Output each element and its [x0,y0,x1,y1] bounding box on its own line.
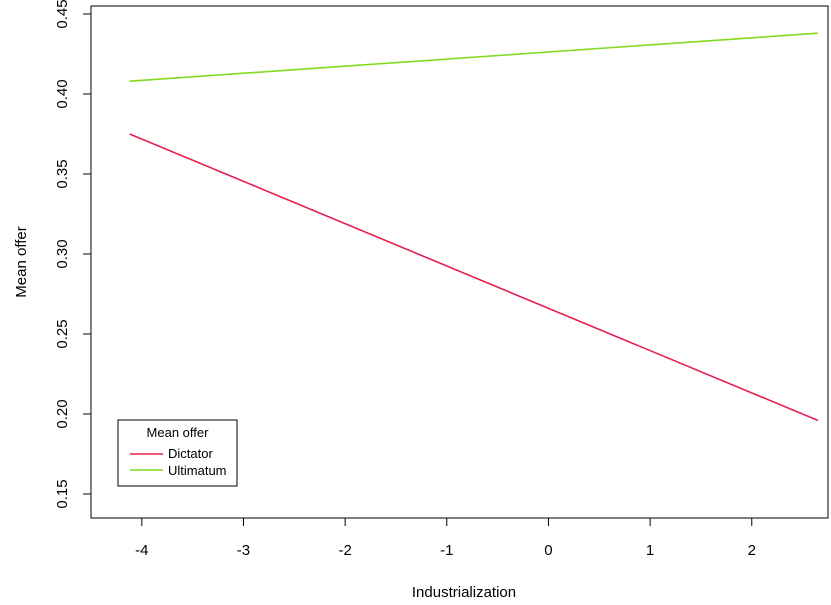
x-tick-label: -2 [338,542,351,559]
y-tick-label: 0.30 [54,239,71,268]
x-tick-label: -1 [440,542,453,559]
y-axis-title: Mean offer [13,226,30,297]
y-tick-label: 0.40 [54,79,71,108]
x-tick-label: -4 [135,542,148,559]
x-tick-label: 0 [544,542,552,559]
legend-label-dictator: Dictator [168,446,213,461]
y-axis-ticks: 0.15 0.20 0.25 0.30 0.35 0.40 0.45 [54,0,91,509]
y-tick-label: 0.35 [54,159,71,188]
series-line-ultimatum [129,32,818,82]
y-tick-label: 0.20 [54,399,71,428]
x-axis-ticks: -4 -3 -2 -1 0 1 2 [135,518,756,559]
legend: Mean offer Dictator Ultimatum [117,419,238,487]
legend-box [117,419,238,487]
x-axis-title: Industrialization [412,584,516,601]
series-line-dictator [129,133,819,422]
y-tick-label: 0.45 [54,0,71,29]
x-tick-label: 2 [748,542,756,559]
x-tick-label: 1 [646,542,654,559]
legend-label-ultimatum: Ultimatum [168,463,227,478]
y-tick-label: 0.15 [54,479,71,508]
legend-title: Mean offer [147,425,210,440]
series-lines [129,32,819,422]
y-tick-label: 0.25 [54,319,71,348]
x-tick-label: -3 [237,542,250,559]
